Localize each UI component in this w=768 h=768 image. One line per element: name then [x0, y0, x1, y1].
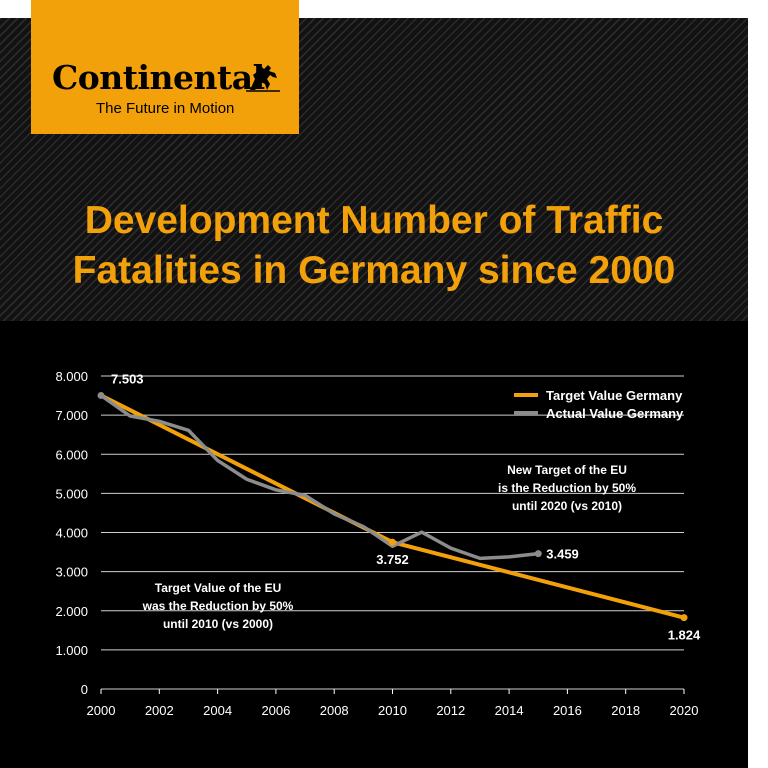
- title-line-2: Fatalities in Germany since 2000: [72, 249, 676, 292]
- annotation-old-target-line-3: until 2010 (vs 2000): [163, 617, 273, 631]
- y-tick-label: 6.000: [55, 447, 88, 462]
- horse-icon: [246, 65, 280, 92]
- data-label: 3.459: [546, 547, 579, 562]
- page-title: Development Number of Traffic Fatalities…: [0, 196, 748, 296]
- axis-layer: 0 1.000 2.000 3.000 4.000 5.000 6.000 7.000 8.00…: [55, 369, 698, 718]
- annotation-old-target-line-1: Target Value of the EU: [155, 581, 281, 595]
- y-tick-label: 4.000: [55, 526, 88, 541]
- legend: Target Value Germany Actual Value German…: [514, 388, 684, 421]
- grid-layer: [101, 375, 684, 690]
- x-tick-label: 2012: [436, 703, 465, 718]
- y-tick-label: 2.000: [55, 604, 88, 619]
- annotation-new-target-line-2: is the Reduction by 50%: [498, 481, 636, 495]
- x-tick-label: 2018: [611, 703, 640, 718]
- x-tick-label: 2006: [261, 703, 290, 718]
- data-label-layer: 7.503 3.752 3.459 1.824: [97, 371, 701, 643]
- data-label: 7.503: [111, 371, 144, 386]
- brand-tagline: The Future in Motion: [96, 100, 235, 117]
- data-label: 1.824: [668, 628, 701, 643]
- series-line-actual: [99, 393, 540, 561]
- x-tick-label: 2000: [87, 703, 116, 718]
- x-tick-label: 2014: [495, 703, 524, 718]
- y-tick-label: 1.000: [55, 643, 88, 658]
- x-tick-label: 2008: [320, 703, 349, 718]
- y-tick-label: 5.000: [55, 486, 88, 501]
- legend-label-actual: Actual Value Germany: [546, 406, 684, 421]
- brand-wordmark: Continental: [52, 58, 265, 97]
- y-tick-label: 3.000: [55, 565, 88, 580]
- y-tick-label: 0: [81, 682, 88, 697]
- y-tick-label: 7.000: [55, 408, 88, 423]
- y-tick-label: 8.000: [55, 369, 88, 384]
- x-tick-label: 2004: [203, 703, 232, 718]
- title-line-1: Development Number of Traffic: [84, 199, 664, 242]
- annotation-new-target: New Target of the EU is the Reduction by…: [498, 463, 636, 513]
- annotation-old-target: Target Value of the EU was the Reduction…: [142, 581, 294, 631]
- annotation-old-target-line-2: was the Reduction by 50%: [142, 599, 294, 613]
- annotation-new-target-line-3: until 2020 (vs 2010): [512, 499, 622, 513]
- data-label: 3.752: [376, 552, 409, 567]
- data-point-marker: [97, 391, 105, 399]
- legend-label-target: Target Value Germany: [546, 388, 683, 403]
- x-tick-label: 2016: [553, 703, 582, 718]
- data-point-marker: [680, 614, 688, 622]
- data-point-marker: [534, 550, 542, 558]
- data-point-marker: [389, 538, 396, 546]
- brand-logo-box: [31, 0, 299, 134]
- x-tick-label: 2020: [670, 703, 699, 718]
- annotation-new-target-line-1: New Target of the EU: [507, 463, 627, 477]
- x-tick-label: 2010: [378, 703, 407, 718]
- hatched-header-background: [0, 18, 748, 321]
- x-tick-label: 2002: [145, 703, 174, 718]
